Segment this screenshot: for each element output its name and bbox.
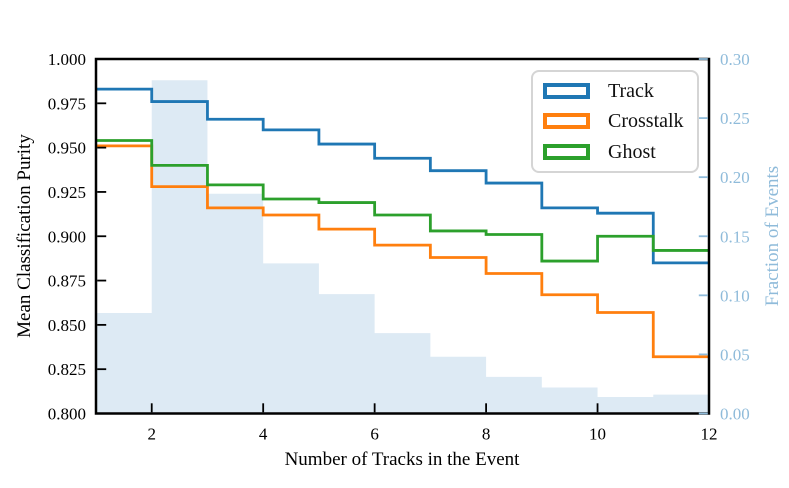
left-axis-tick-label: 0.825 bbox=[48, 360, 86, 379]
x-axis-tick-label: 2 bbox=[147, 425, 156, 444]
x-axis-tick-label: 4 bbox=[259, 425, 268, 444]
ghost-series-line bbox=[96, 139, 709, 263]
left-axis-tick-label: 0.800 bbox=[48, 405, 86, 424]
legend-item-crosstalk: Crosstalk bbox=[543, 106, 697, 136]
x-axis-tick-label: 8 bbox=[482, 425, 491, 444]
x-axis-tick-label: 6 bbox=[370, 425, 379, 444]
right-axis-tick-label: 0.20 bbox=[720, 168, 750, 187]
x-axis-label: Number of Tracks in the Event bbox=[284, 449, 520, 470]
legend: Track Crosstalk Ghost bbox=[531, 70, 699, 173]
legend-label-ghost: Ghost bbox=[608, 140, 656, 163]
left-axis-tick-label: 0.850 bbox=[48, 316, 86, 335]
legend-item-track: Track bbox=[543, 76, 697, 106]
legend-label-crosstalk: Crosstalk bbox=[608, 110, 684, 133]
right-axis-tick-label: 0.30 bbox=[720, 50, 750, 69]
left-axis-tick-label: 1.000 bbox=[48, 50, 86, 69]
y-axis-label-right: Fraction of Events bbox=[762, 165, 783, 307]
ghost-swatch-icon bbox=[543, 143, 590, 160]
crosstalk-swatch-icon bbox=[543, 113, 590, 130]
legend-label-track: Track bbox=[608, 80, 654, 103]
left-axis-tick-label: 0.975 bbox=[48, 94, 86, 113]
x-axis-tick-label: 12 bbox=[701, 425, 718, 444]
right-axis-tick-label: 0.10 bbox=[720, 286, 750, 305]
right-axis-tick-label: 0.15 bbox=[720, 227, 750, 246]
right-axis-tick-label: 0.05 bbox=[720, 345, 750, 364]
left-axis-tick-label: 0.950 bbox=[48, 139, 86, 158]
y-axis-label-left: Mean Classification Purity bbox=[14, 134, 35, 338]
track-swatch-icon bbox=[543, 83, 590, 100]
legend-item-ghost: Ghost bbox=[543, 137, 697, 167]
left-axis-tick-label: 0.900 bbox=[48, 227, 86, 246]
x-axis-tick-label: 10 bbox=[589, 425, 606, 444]
plot-spines bbox=[94, 57, 711, 415]
events-fraction-histogram bbox=[96, 80, 709, 414]
right-axis-tick-label: 0.00 bbox=[720, 405, 750, 424]
crosstalk-series-line bbox=[96, 144, 709, 359]
track-series-line bbox=[96, 87, 709, 265]
left-axis-tick-label: 0.925 bbox=[48, 183, 86, 202]
left-axis-tick-label: 0.875 bbox=[48, 272, 86, 291]
right-axis-tick-label: 0.25 bbox=[720, 109, 750, 128]
